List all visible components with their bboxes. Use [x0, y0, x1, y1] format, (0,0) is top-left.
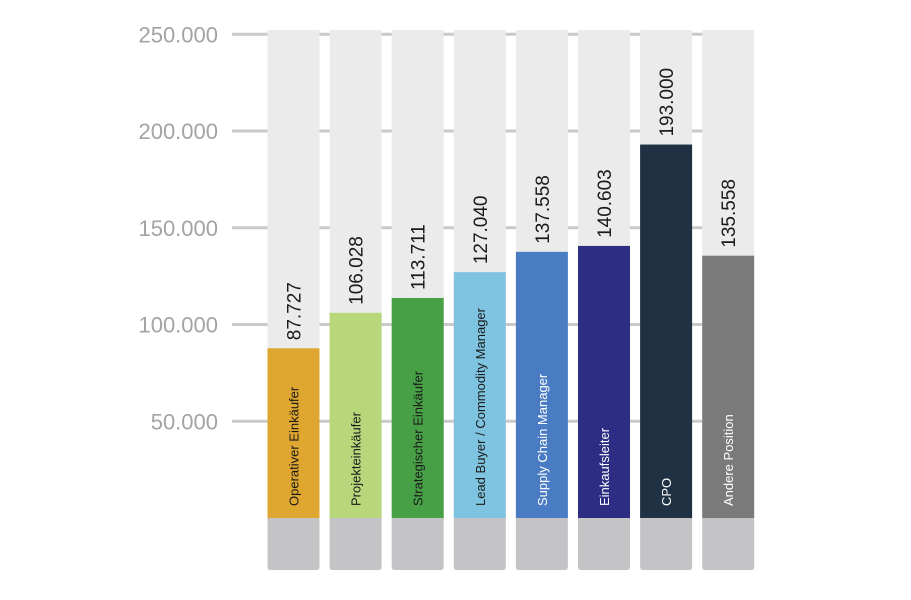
- bar-base: [329, 518, 382, 570]
- value-label: 113.711: [409, 224, 430, 290]
- bar: [267, 348, 320, 518]
- y-tick-label: 200.000: [138, 119, 218, 144]
- category-label: Andere Position: [721, 414, 736, 506]
- y-tick-label: 100.000: [138, 313, 218, 338]
- y-tick-label: 250.000: [138, 22, 218, 47]
- category-label: Supply Chain Manager: [535, 373, 550, 506]
- value-label: 140.603: [595, 169, 616, 238]
- category-label: CPO: [659, 478, 674, 506]
- bar: [391, 297, 444, 518]
- bar: [453, 272, 506, 518]
- bar: [329, 312, 382, 518]
- value-label: 193.000: [657, 68, 678, 137]
- y-axis-ticks: 50.000 100.000 150.000 200.000 250.000: [138, 22, 218, 434]
- bar: [702, 255, 755, 519]
- value-label: 135.558: [719, 179, 740, 248]
- bars: Operativer Einkäufer 87.727 Projekteinkäuf…: [267, 30, 755, 570]
- bar: [578, 245, 630, 518]
- category-label: Projekteinkäufer: [349, 411, 364, 506]
- category-label: Strategischer Einkäufer: [411, 370, 426, 506]
- bar-base: [267, 518, 320, 570]
- y-tick-label: 50.000: [151, 409, 218, 434]
- category-label: Einkaufsleiter: [597, 427, 612, 506]
- bar-base: [702, 518, 755, 570]
- bar: [640, 144, 693, 519]
- value-label: 106.028: [347, 236, 368, 305]
- bar-base: [515, 518, 568, 570]
- bar-base: [578, 518, 630, 570]
- y-tick-label: 150.000: [138, 216, 218, 241]
- bar-base: [391, 518, 444, 570]
- category-label: Operativer Einkäufer: [287, 386, 302, 506]
- bar-base: [640, 518, 693, 570]
- category-label: Lead Buyer / Commodity Manager: [473, 307, 488, 506]
- bar-base: [453, 518, 506, 570]
- bar: [515, 251, 568, 519]
- value-label: 87.727: [285, 282, 306, 340]
- value-label: 137.558: [533, 175, 554, 244]
- value-label: 127.040: [471, 195, 492, 264]
